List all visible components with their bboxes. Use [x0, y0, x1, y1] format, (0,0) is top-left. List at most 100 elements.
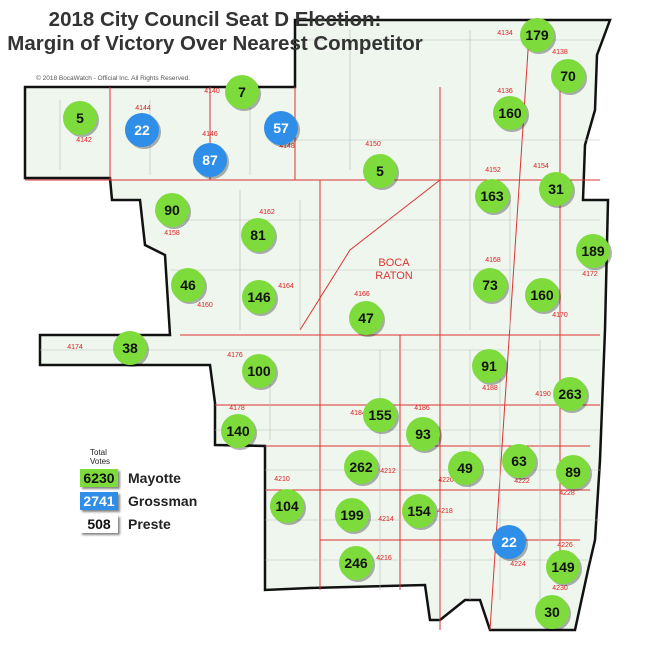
margin-marker-mayotte: 7 — [225, 75, 261, 111]
precinct-label: 4226 — [557, 542, 573, 549]
marker-value: 155 — [368, 407, 392, 423]
precinct-label: 4164 — [278, 283, 294, 290]
precinct-label: 4146 — [202, 131, 218, 138]
precinct-label: 4140 — [204, 88, 220, 95]
margin-marker-mayotte: 189 — [576, 234, 612, 270]
legend-heading: Total Votes — [90, 448, 197, 466]
margin-marker-grossman: 22 — [492, 525, 528, 561]
marker-value: 22 — [134, 122, 150, 138]
precinct-label: 4174 — [67, 344, 83, 351]
margin-marker-mayotte: 262 — [344, 450, 380, 486]
marker-circle — [473, 268, 507, 302]
legend-item-preste: 508 Preste — [80, 515, 197, 533]
marker-circle — [551, 59, 585, 93]
margin-marker-mayotte: 154 — [402, 494, 438, 530]
precinct-label: 4186 — [414, 405, 430, 412]
margin-marker-mayotte: 89 — [556, 455, 592, 491]
precinct-label: 4178 — [229, 405, 245, 412]
marker-value: 89 — [565, 464, 581, 480]
margin-marker-mayotte: 263 — [553, 377, 589, 413]
precinct-label: 4230 — [552, 585, 568, 592]
precinct-label: 4136 — [497, 88, 513, 95]
precinct-label: 4228 — [559, 490, 575, 497]
legend-item-mayotte: 6230 Mayotte — [80, 469, 197, 487]
margin-marker-mayotte: 104 — [270, 489, 306, 525]
map-title: 2018 City Council Seat D Election: Margi… — [0, 8, 430, 56]
marker-circle — [472, 349, 506, 383]
marker-circle — [113, 331, 147, 365]
margin-marker-mayotte: 81 — [241, 218, 277, 254]
precinct-label: 4148 — [279, 143, 295, 150]
marker-circle — [270, 489, 304, 523]
marker-value: 263 — [558, 386, 582, 402]
margin-marker-mayotte: 46 — [171, 268, 207, 304]
marker-value: 140 — [226, 423, 250, 439]
marker-value: 30 — [544, 604, 560, 620]
margin-marker-mayotte: 160 — [493, 96, 529, 132]
marker-circle — [349, 301, 383, 335]
precinct-label: 4134 — [497, 30, 513, 37]
precinct-label: 4224 — [510, 561, 526, 568]
margin-marker-mayotte: 93 — [406, 417, 442, 453]
marker-value: 22 — [501, 534, 517, 550]
marker-circle — [63, 101, 97, 135]
precinct-label: 4210 — [274, 476, 290, 483]
margin-marker-mayotte: 73 — [473, 268, 509, 304]
copyright: © 2018 BocaWatch - Official Inc. All Rig… — [36, 75, 190, 82]
margin-marker-mayotte: 163 — [475, 179, 511, 215]
margin-marker-mayotte: 90 — [155, 193, 191, 229]
precinct-label: 4168 — [485, 257, 501, 264]
marker-value: 163 — [480, 188, 504, 204]
margin-marker-mayotte: 140 — [221, 414, 257, 450]
marker-value: 100 — [247, 363, 271, 379]
marker-circle — [193, 143, 227, 177]
margin-marker-mayotte: 146 — [242, 280, 278, 316]
marker-value: 146 — [247, 289, 271, 305]
precinct-label: 4214 — [378, 516, 394, 523]
legend-votes-preste: 508 — [80, 515, 118, 533]
legend-heading-line-2: Votes — [90, 457, 111, 466]
margin-marker-grossman: 22 — [125, 113, 161, 149]
precinct-label: 4188 — [482, 385, 498, 392]
marker-circle — [242, 354, 276, 388]
marker-value: 154 — [407, 503, 431, 519]
marker-value: 5 — [76, 110, 84, 126]
marker-circle — [221, 414, 255, 448]
marker-value: 160 — [498, 105, 522, 121]
precinct-label: 4190 — [535, 391, 551, 398]
margin-marker-mayotte: 38 — [113, 331, 149, 367]
marker-circle — [539, 172, 573, 206]
margin-marker-mayotte: 63 — [502, 444, 538, 480]
marker-value: 87 — [202, 152, 218, 168]
marker-circle — [125, 113, 159, 147]
legend-heading-line-1: Total — [90, 448, 107, 457]
marker-circle — [502, 444, 536, 478]
marker-value: 104 — [275, 498, 299, 514]
marker-value: 149 — [551, 559, 575, 575]
marker-value: 7 — [238, 84, 246, 100]
margin-marker-mayotte: 179 — [520, 18, 556, 54]
margin-marker-mayotte: 160 — [525, 278, 561, 314]
marker-value: 189 — [581, 243, 605, 259]
margin-marker-grossman: 57 — [264, 111, 300, 147]
precinct-label: 4150 — [365, 141, 381, 148]
marker-value: 47 — [358, 310, 374, 326]
marker-value: 179 — [525, 27, 549, 43]
margin-marker-mayotte: 91 — [472, 349, 508, 385]
precinct-label: 4176 — [227, 352, 243, 359]
margin-marker-mayotte: 246 — [339, 546, 375, 582]
precinct-label: 4170 — [552, 312, 568, 319]
margin-marker-mayotte: 155 — [363, 398, 399, 434]
marker-circle — [225, 75, 259, 109]
marker-circle — [242, 280, 276, 314]
city-label-raton: RATON — [375, 270, 413, 282]
marker-value: 73 — [482, 277, 498, 293]
marker-circle — [344, 450, 378, 484]
margin-marker-mayotte: 100 — [242, 354, 278, 390]
marker-value: 57 — [273, 120, 289, 136]
precinct-label: 4212 — [380, 468, 396, 475]
marker-value: 81 — [250, 227, 266, 243]
legend-votes-grossman: 2741 — [80, 492, 118, 510]
